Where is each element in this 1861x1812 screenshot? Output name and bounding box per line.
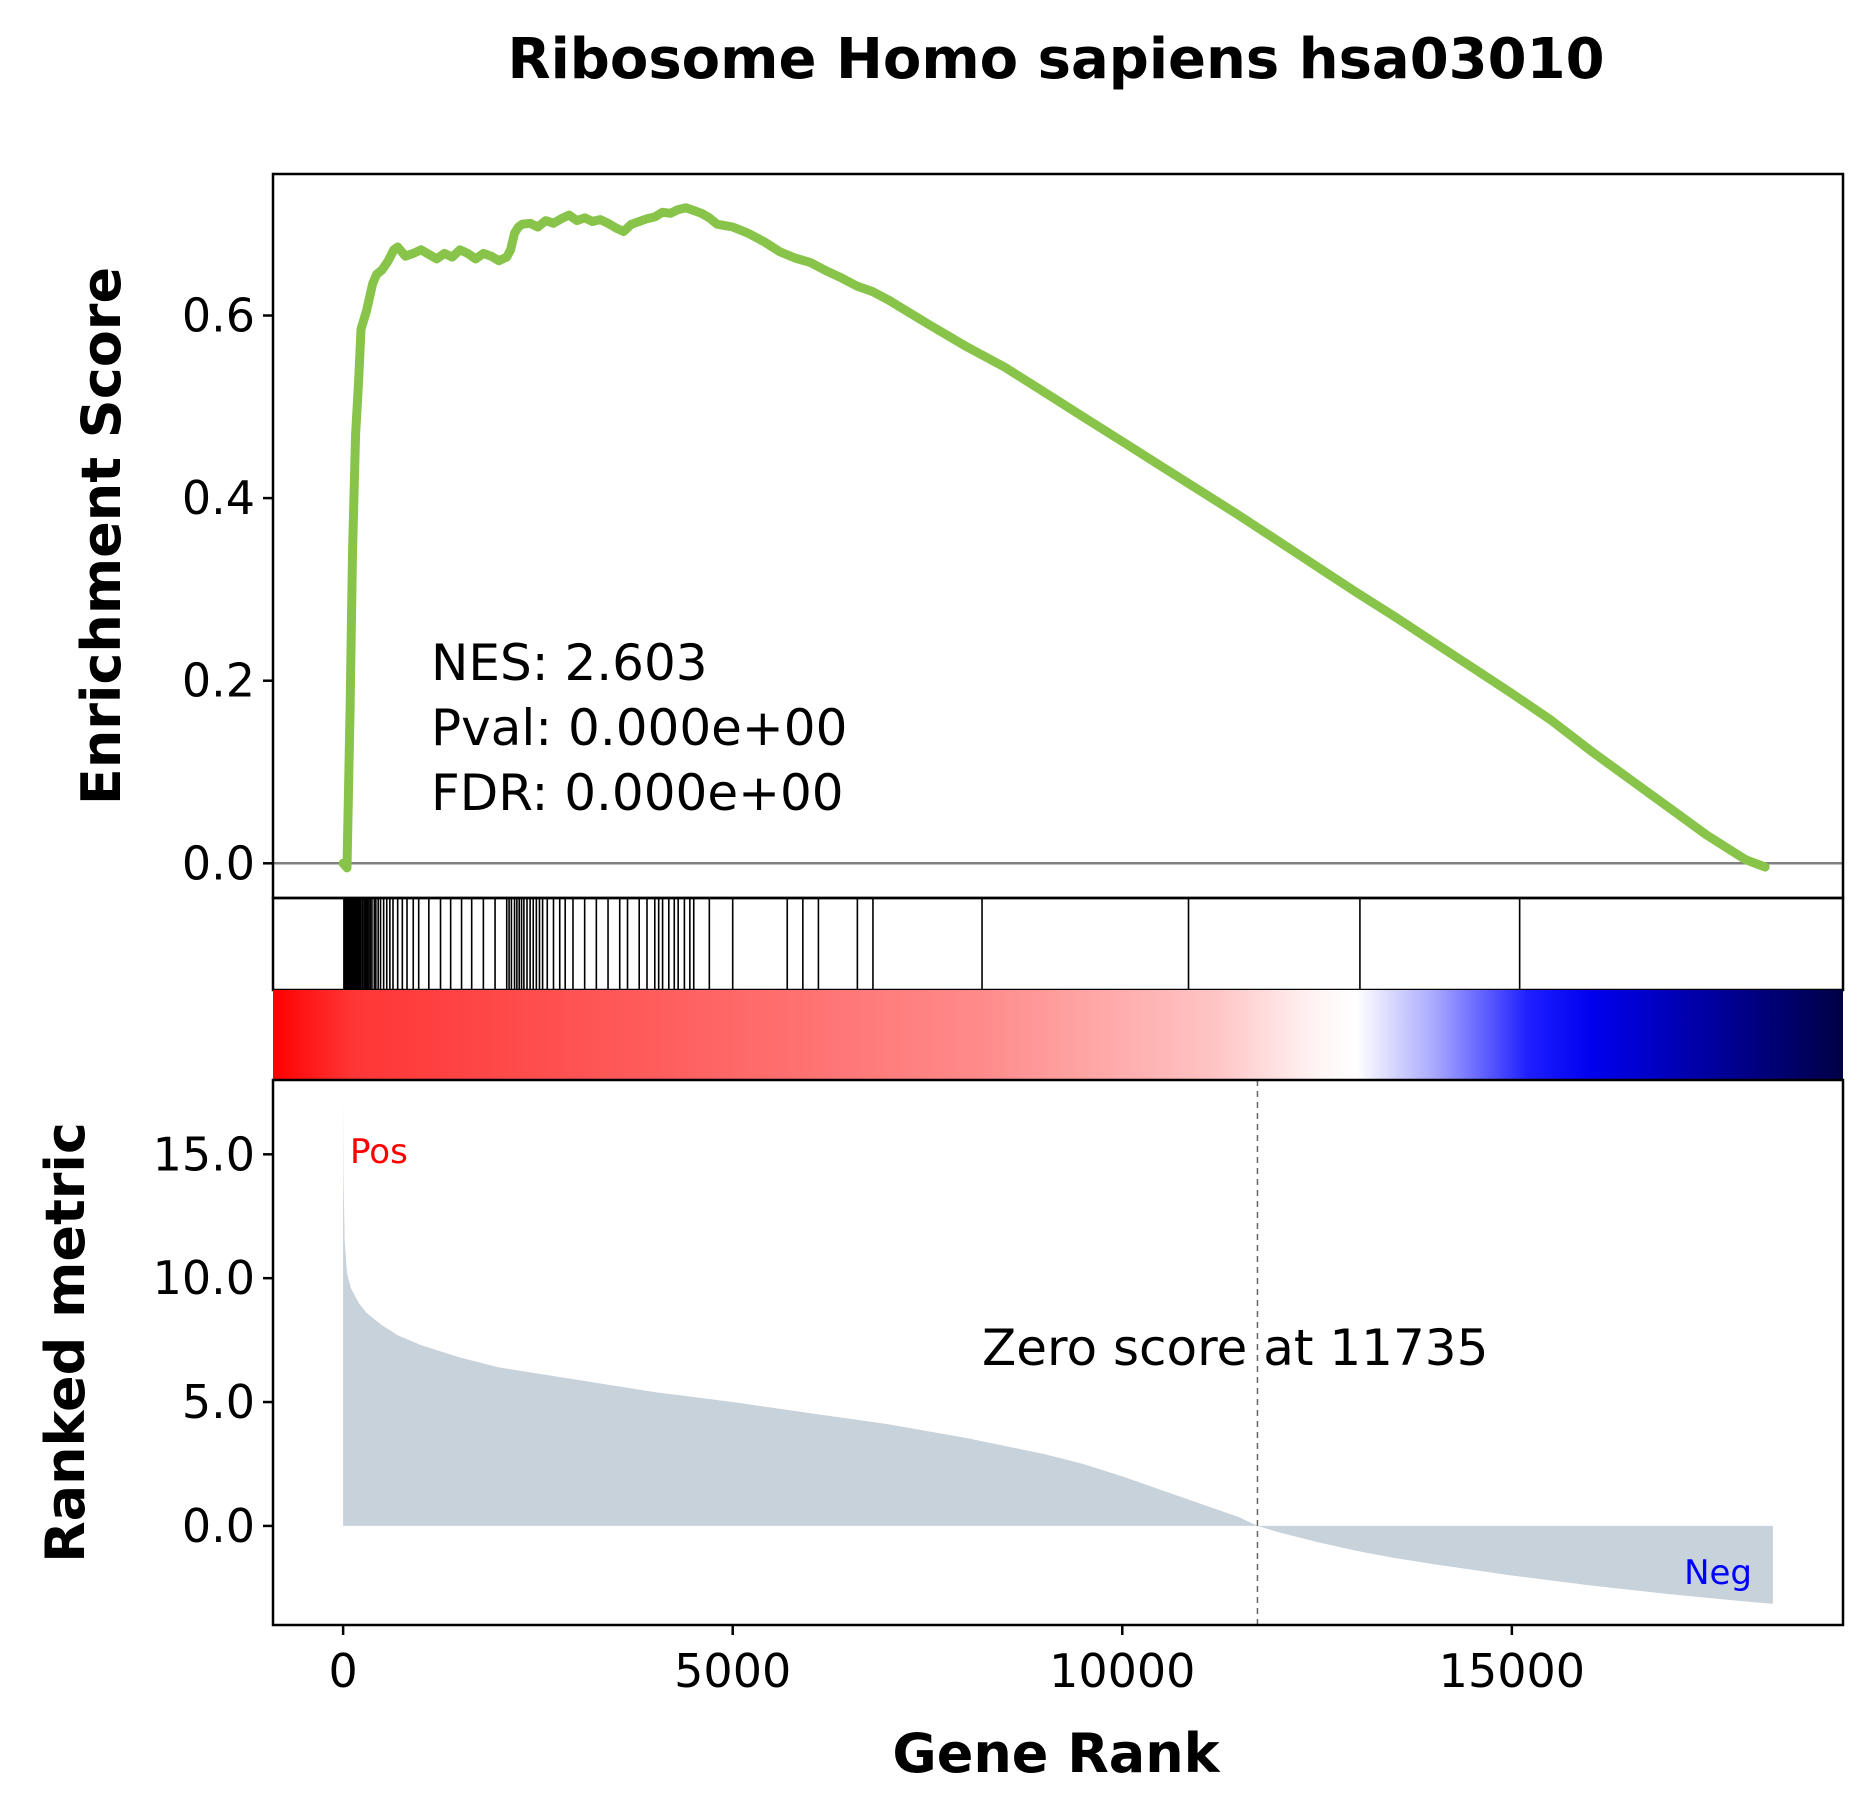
nes-stat: NES: 2.603 (431, 634, 708, 692)
x-tick-label: 0 (328, 1644, 357, 1698)
rm-y-axis-label: Ranked metric (34, 1122, 97, 1563)
es-y-tick-label: 0.4 (182, 471, 255, 525)
es-y-tick-label: 0.0 (182, 836, 255, 890)
es-y-tick-label: 0.6 (182, 289, 255, 343)
x-axis-label: Gene Rank (892, 1722, 1220, 1785)
rm-axes-frame (271, 1078, 1845, 1627)
ranked-metric-area (343, 1097, 1773, 1604)
ranked-metric-panel: Pos Neg Zero score at 11735 0.0 5.0 10.0 15… (34, 1078, 1845, 1785)
neg-label: Neg (1684, 1553, 1752, 1593)
pval-stat: Pval: 0.000e+00 (431, 699, 847, 757)
x-tick-label: 5000 (674, 1644, 791, 1698)
zero-score-label: Zero score at 11735 (982, 1319, 1488, 1377)
fdr-stat: FDR: 0.000e+00 (431, 764, 844, 822)
rm-y-ticks: 0.0 5.0 10.0 15.0 (153, 1127, 273, 1553)
es-y-axis-label: Enrichment Score (70, 267, 133, 805)
rm-x-ticks: 0 5000 10000 15000 (328, 1625, 1585, 1698)
rm-y-tick-label: 5.0 (182, 1375, 255, 1429)
rm-y-tick-label: 0.0 (182, 1499, 255, 1553)
es-y-tick-label: 0.2 (182, 654, 255, 708)
rm-y-tick-label: 10.0 (153, 1251, 255, 1305)
es-y-ticks: 0.0 0.2 0.4 0.6 (182, 289, 273, 890)
gene-hits-panel (271, 896, 1845, 992)
x-tick-label: 10000 (1049, 1644, 1195, 1698)
x-tick-label: 15000 (1439, 1644, 1585, 1698)
rank-colorbar (273, 990, 1843, 1080)
chart-title: Ribosome Homo sapiens hsa03010 (507, 27, 1604, 92)
pos-label: Pos (350, 1132, 408, 1172)
enrichment-score-curve (338, 203, 1770, 873)
gene-hit-marks (343, 898, 1521, 990)
enrichment-score-panel: 0.00.20.40.6 NES: 2.603 Pval: 0.000e+00 … (70, 172, 1845, 900)
rm-y-tick-label: 15.0 (153, 1127, 255, 1181)
